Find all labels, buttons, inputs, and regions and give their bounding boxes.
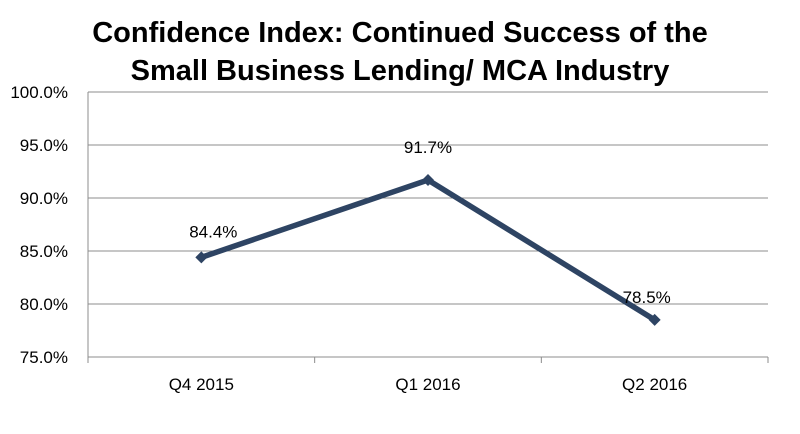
x-tick-label: Q2 2016 bbox=[622, 375, 687, 394]
y-tick-label: 100.0% bbox=[10, 83, 68, 102]
series-line bbox=[198, 177, 658, 323]
y-tick-label: 75.0% bbox=[20, 348, 68, 367]
x-tick-label: Q1 2016 bbox=[395, 375, 460, 394]
chart-title-line-1: Confidence Index: Continued Success of t… bbox=[92, 17, 708, 49]
data-label: 84.4% bbox=[189, 222, 237, 241]
chart-title-line-2: Small Business Lending/ MCA Industry bbox=[130, 55, 670, 87]
data-label: 91.7% bbox=[404, 138, 452, 157]
data-point-marker bbox=[648, 313, 661, 326]
data-label: 78.5% bbox=[623, 288, 671, 307]
y-tick-label: 80.0% bbox=[20, 295, 68, 314]
data-point-marker bbox=[422, 173, 434, 186]
y-tick-label: 90.0% bbox=[20, 189, 68, 208]
x-tick-label: Q4 2015 bbox=[169, 375, 234, 394]
y-tick-label: 85.0% bbox=[20, 242, 68, 261]
data-point-marker bbox=[195, 251, 208, 264]
chart-title: Confidence Index: Continued Success of t… bbox=[0, 14, 800, 90]
y-tick-label: 95.0% bbox=[20, 136, 68, 155]
